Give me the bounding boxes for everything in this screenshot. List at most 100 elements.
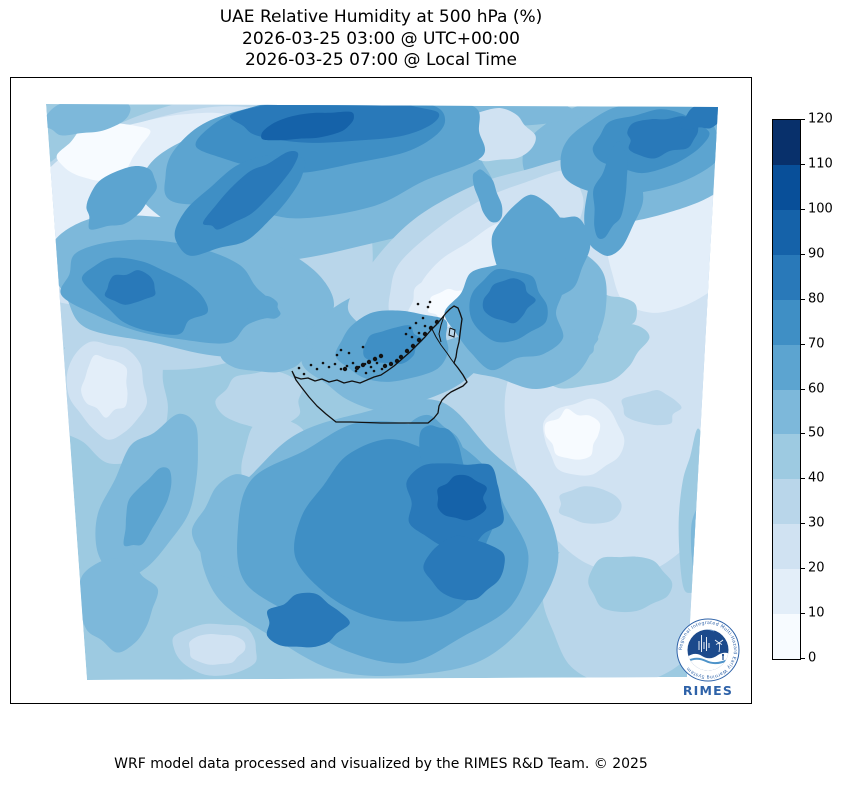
contour-region-level-2 <box>189 633 246 665</box>
colorbar-segment-110-120 <box>773 120 800 165</box>
island-dot <box>369 365 373 369</box>
credit-text: WRF model data processed and visualized … <box>114 756 648 772</box>
colorbar <box>772 119 801 660</box>
coastline-detail-mark <box>398 354 404 360</box>
uae-inner-border <box>448 327 456 338</box>
contour-region-level-9 <box>261 111 354 141</box>
colorbar-segment-30-40 <box>773 479 800 525</box>
contour-region-level-6 <box>491 194 569 288</box>
colorbar-segment-70-80 <box>773 299 800 345</box>
rimes-logo: Regional Integrated Multi-Hazard Early W… <box>676 618 740 698</box>
colorbar-segment-0-10 <box>773 614 800 660</box>
island-dot <box>428 300 432 304</box>
colorbar-tick-label: 30 <box>808 515 825 531</box>
colorbar-segment-90-100 <box>773 209 800 255</box>
figure-subtitle-utc: 2026-03-25 03:00 @ UTC+00:00 <box>242 28 520 49</box>
island-dot <box>309 363 313 367</box>
island-dot <box>410 335 414 339</box>
island-dot <box>426 305 430 309</box>
contour-region-level-5 <box>220 319 314 373</box>
colorbar-tick-label: 90 <box>808 246 825 262</box>
colorbar-tick <box>800 478 805 480</box>
coastline-detail-mark <box>382 363 388 369</box>
coastline-detail-mark <box>372 356 378 362</box>
contour-region-level-8 <box>104 270 156 305</box>
island-dot <box>354 369 358 373</box>
colorbar-tick <box>800 343 805 345</box>
humidity-contour-map <box>46 104 718 680</box>
colorbar-segment-60-70 <box>773 344 800 390</box>
figure-title-block: UAE Relative Humidity at 500 hPa (%) 202… <box>10 7 752 72</box>
island-dot <box>416 302 420 306</box>
contour-region-level-8 <box>423 535 505 601</box>
colorbar-tick-label: 20 <box>808 560 825 576</box>
island-dot <box>327 365 331 369</box>
logo-seismograph-icon <box>698 635 710 652</box>
contour-region-level-0 <box>56 121 151 181</box>
coastline-detail-mark <box>378 353 384 359</box>
colorbar-tick <box>800 208 805 210</box>
coastline-detail-mark <box>416 337 422 343</box>
coastline-detail-mark <box>354 365 360 371</box>
island-dot <box>380 367 384 371</box>
island-dot <box>347 351 351 355</box>
colorbar-tick-label: 110 <box>808 156 833 172</box>
contour-region-level-8 <box>482 278 536 324</box>
logo-wave-blue <box>687 657 729 665</box>
island-dot <box>302 372 306 376</box>
island-dot <box>408 326 412 330</box>
colorbar-tick <box>800 298 805 300</box>
island-dot <box>417 331 421 335</box>
colorbar-tick-label: 10 <box>808 605 825 621</box>
colorbar-tick <box>800 253 805 255</box>
coastline-detail-mark <box>388 361 394 367</box>
contour-region-level-4 <box>588 556 673 613</box>
island-dot <box>421 316 425 320</box>
colorbar-tick <box>800 613 805 615</box>
colorbar-tick-label: 80 <box>808 291 825 307</box>
colorbar-segment-100-110 <box>773 164 800 210</box>
coastline-detail-mark <box>410 343 416 349</box>
island-dot <box>351 361 355 365</box>
contour-region-level-6 <box>86 165 157 230</box>
colorbar-tick <box>800 658 805 659</box>
contour-region-level-8 <box>678 104 718 130</box>
contour-region-level-5 <box>78 558 159 653</box>
logo-palm-tree-icon <box>714 639 724 653</box>
island-dot <box>333 362 337 366</box>
contour-region-level-6 <box>472 169 503 223</box>
contour-region-level-6 <box>123 467 172 547</box>
coastline-detail-mark <box>422 331 428 337</box>
island-dot <box>423 324 427 328</box>
contour-region-level-8 <box>266 592 350 648</box>
island-dot <box>372 369 376 373</box>
colorbar-tick <box>800 388 805 390</box>
contour-region-level-5 <box>46 104 131 136</box>
coastline-detail-mark <box>434 319 440 325</box>
colorbar-tick <box>800 568 805 570</box>
island-dot <box>414 321 418 325</box>
colorbar-segment-40-50 <box>773 434 800 480</box>
colorbar-tick-label: 120 <box>808 111 833 127</box>
colorbar-tick-label: 50 <box>808 425 825 441</box>
coastline-detail-mark <box>394 358 400 364</box>
island-dot <box>321 361 325 365</box>
colorbar-tick-label: 0 <box>808 650 817 666</box>
uae-inner-border <box>438 315 445 343</box>
map-axes: Regional Integrated Multi-Hazard Early W… <box>10 77 752 704</box>
colorbar-segment-50-60 <box>773 389 800 435</box>
logo-artwork <box>687 629 729 671</box>
colorbar-tick <box>800 163 805 165</box>
colorbar-tick <box>800 433 805 435</box>
colorbar-tick-label: 70 <box>808 336 825 352</box>
uae-border-outline <box>291 305 468 424</box>
coastline-detail-mark <box>428 325 434 331</box>
coastline-detail-mark <box>360 362 366 368</box>
coastline-detail-mark <box>366 359 372 365</box>
contour-region-level-9 <box>437 474 487 521</box>
colorbar-tick <box>800 119 805 120</box>
contour-region-level-1 <box>81 354 128 418</box>
colorbar-tick <box>800 523 805 525</box>
figure-subtitle-local: 2026-03-25 07:00 @ Local Time <box>244 50 518 70</box>
